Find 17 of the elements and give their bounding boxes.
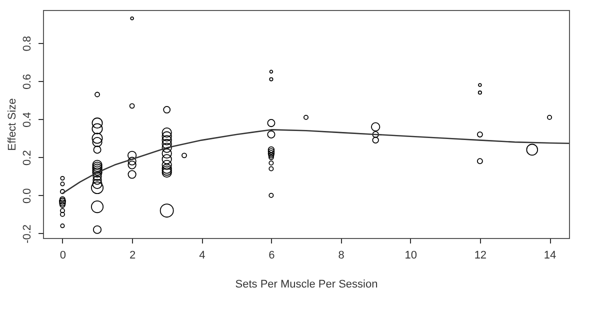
x-tick-label: 2 <box>129 250 136 262</box>
y-tick-label: 0.8 <box>22 36 34 52</box>
y-tick-label: 0.0 <box>22 188 34 204</box>
y-tick-label: 0.4 <box>22 112 34 128</box>
x-tick-label: 14 <box>544 250 556 262</box>
x-tick-label: 8 <box>338 250 344 262</box>
x-tick-label: 4 <box>199 250 206 262</box>
x-tick-label: 0 <box>60 250 66 262</box>
x-tick-label: 10 <box>404 250 417 262</box>
x-tick-label: 12 <box>474 250 487 262</box>
x-axis-title: Sets Per Muscle Per Session <box>235 278 378 290</box>
x-tick-label: 6 <box>268 250 275 262</box>
y-tick-label: 0.2 <box>22 150 34 166</box>
y-tick-label: -0.2 <box>22 224 34 244</box>
y-tick-label: 0.6 <box>22 74 34 90</box>
y-axis-title: Effect Size <box>6 98 18 151</box>
line-series <box>62 129 570 194</box>
